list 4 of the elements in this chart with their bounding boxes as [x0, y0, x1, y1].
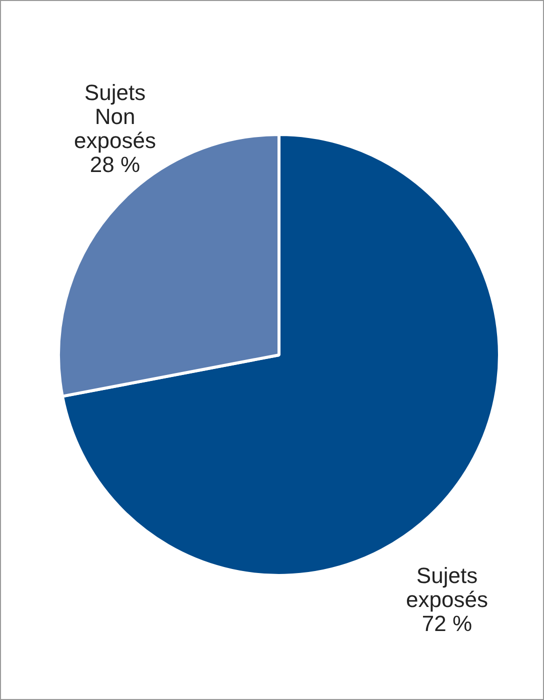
- slice-label: Sujets Non exposés: [74, 80, 156, 154]
- slice-label: Sujets exposés: [406, 563, 488, 612]
- data-label: 72 %: [422, 611, 472, 636]
- data-label: 28 %: [90, 152, 140, 178]
